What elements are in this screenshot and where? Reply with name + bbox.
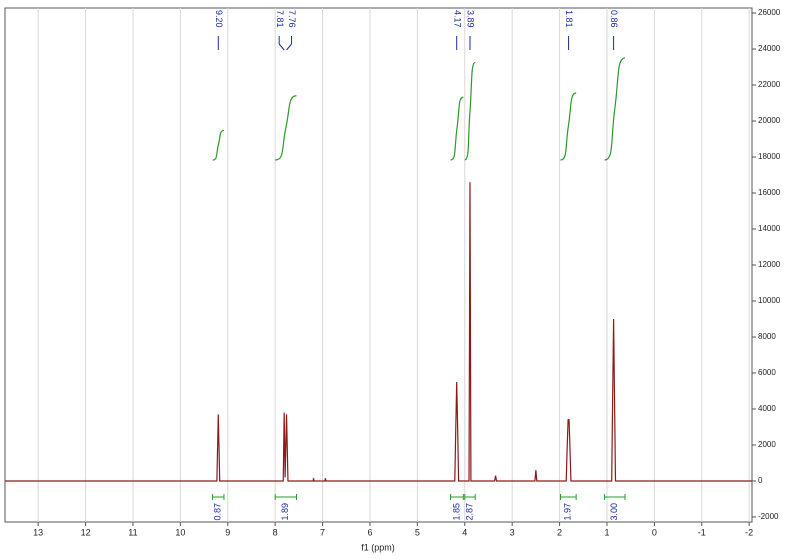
integral-curve (450, 96, 464, 161)
x-tick-label: 11 (128, 527, 137, 537)
peak-label: 9.20 (214, 10, 224, 28)
integral-curve (604, 57, 626, 161)
x-tick-label: 12 (81, 527, 91, 537)
peak-label: 0.86 (609, 10, 619, 28)
y-tick-label: 14000 (758, 224, 781, 233)
integral-label: 1.89 (280, 503, 290, 521)
y-tick-label: 26000 (758, 8, 781, 17)
integral-label: 3.00 (609, 503, 619, 521)
y-tick-label: 18000 (758, 152, 781, 161)
y-tick-label: -2000 (758, 512, 779, 521)
y-tick-label: 20000 (758, 116, 781, 125)
x-tick-label: 10 (175, 527, 185, 537)
y-tick-label: 24000 (758, 44, 781, 53)
peak-label: 1.81 (564, 10, 574, 28)
y-tick-label: 16000 (758, 188, 781, 197)
y-tick-label: 0 (758, 476, 763, 485)
integral-curve (275, 95, 297, 161)
y-tick-label: 6000 (758, 368, 776, 377)
integral-curve (212, 129, 225, 161)
spectrum-line (5, 182, 752, 482)
x-tick-label: 8 (273, 527, 278, 537)
integral-curve (560, 92, 577, 161)
y-tick-label: 8000 (758, 332, 776, 341)
x-tick-label: 5 (415, 527, 420, 537)
y-tick-label: 2000 (758, 440, 776, 449)
x-tick-label: 6 (367, 527, 372, 537)
peak-label: 7.76 (287, 10, 297, 28)
y-tick-label: 22000 (758, 80, 781, 89)
peak-leader (278, 43, 285, 51)
integral-label: 0.87 (213, 503, 223, 521)
peak-label: 3.89 (466, 10, 476, 28)
peak-label: 7.81 (275, 10, 285, 28)
integral-curve (464, 61, 476, 161)
x-tick-label: 7 (320, 527, 325, 537)
y-tick-label: 12000 (758, 260, 781, 269)
x-tick-label: 4 (462, 527, 467, 537)
x-tick-label: 13 (33, 527, 43, 537)
x-tick-label: 3 (510, 527, 515, 537)
integral-label: 2.87 (464, 503, 474, 521)
x-tick-label: -2 (745, 527, 753, 537)
x-tick-label: 2 (557, 527, 562, 537)
x-tick-label: 9 (225, 527, 230, 537)
x-tick-label: 1 (604, 527, 609, 537)
x-tick-label: -1 (698, 527, 706, 537)
y-tick-label: 4000 (758, 404, 776, 413)
y-tick-label: 10000 (758, 296, 781, 305)
peak-leader (286, 43, 292, 51)
plot-frame (4, 7, 753, 523)
integral-label: 1.97 (563, 503, 573, 521)
peak-label: 4.17 (452, 10, 462, 28)
integral-label: 1.85 (451, 503, 461, 521)
x-tick-label: 0 (652, 527, 657, 537)
x-axis-label: f1 (ppm) (361, 542, 395, 552)
